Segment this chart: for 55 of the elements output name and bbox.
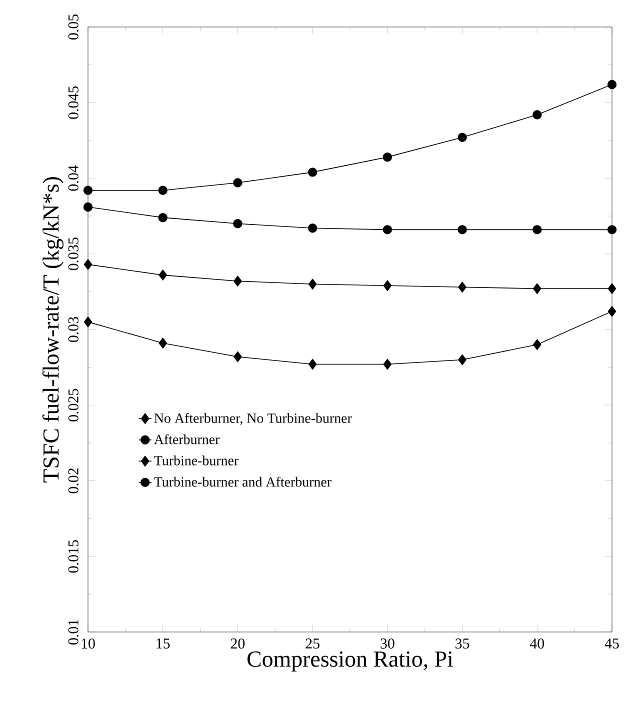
- point: [158, 186, 168, 195]
- y-tick-label: 0.02: [68, 468, 78, 494]
- point: [234, 351, 242, 362]
- point: [383, 358, 392, 370]
- legend-label: Afterburner: [154, 434, 220, 444]
- point: [84, 259, 92, 270]
- x-tick-label: 40: [530, 638, 544, 649]
- point: [458, 225, 467, 234]
- point: [234, 276, 242, 286]
- point: [233, 219, 242, 228]
- x-tick-label: 30: [380, 638, 394, 649]
- point: [458, 282, 466, 293]
- x-axis-title: Compression Ratio, Pi: [248, 651, 453, 672]
- legend-label: No Afterburner, No Turbine-burner: [154, 412, 352, 425]
- point: [308, 224, 318, 233]
- y-tick-label: 0.05: [68, 14, 78, 40]
- point: [532, 225, 542, 234]
- x-tick-label: 15: [156, 638, 170, 649]
- y-tick-label: 0.045: [68, 86, 78, 119]
- point: [308, 168, 318, 177]
- point: [233, 178, 242, 188]
- point: [308, 278, 317, 290]
- point: [458, 132, 467, 142]
- point: [83, 202, 93, 212]
- point: [382, 225, 392, 234]
- y-tick-label: 0.035: [68, 238, 78, 270]
- x-tick-label: 20: [230, 638, 245, 649]
- point: [158, 270, 168, 280]
- x-tick-label: 10: [82, 638, 95, 649]
- point: [532, 283, 542, 294]
- legend-label: Turbine-burner: [154, 456, 238, 466]
- x-tick-label: 25: [306, 638, 320, 649]
- x-tick-label: 35: [456, 638, 470, 649]
- y-tick-label: 0.03: [68, 317, 78, 342]
- point: [158, 212, 168, 222]
- point: [158, 338, 168, 349]
- point: [608, 283, 616, 294]
- y-axis-title: TSFC fuel-flow-rate/T (kg/kN*s): [42, 177, 64, 482]
- point: [382, 152, 392, 162]
- point: [83, 186, 93, 195]
- y-tick-label: 0.015: [68, 540, 78, 573]
- point: [532, 110, 542, 120]
- point: [607, 225, 617, 234]
- point: [84, 316, 92, 328]
- point: [532, 339, 542, 350]
- point: [458, 354, 466, 366]
- point: [308, 358, 317, 370]
- x-tick-label: 45: [604, 638, 619, 648]
- point: [607, 80, 617, 90]
- y-tick-label: 0.025: [68, 388, 78, 422]
- point: [383, 280, 392, 292]
- y-tick-label: 0.01: [68, 620, 78, 645]
- y-tick-label: 0.04: [68, 165, 78, 191]
- point: [608, 306, 616, 317]
- legend-label: Turbine-burner and Afterburner: [154, 476, 332, 487]
